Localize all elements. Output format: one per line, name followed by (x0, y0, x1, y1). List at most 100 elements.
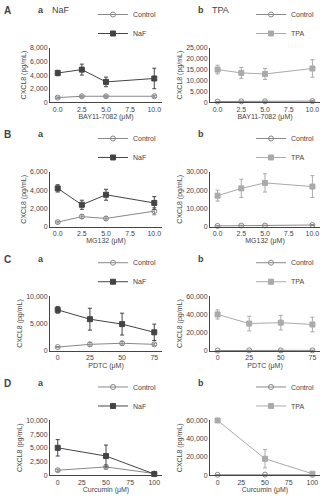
svg-text:10,000: 10,000 (186, 77, 208, 84)
svg-text:5,000: 5,000 (190, 88, 208, 95)
svg-text:2,000: 2,000 (30, 205, 48, 212)
svg-text:0: 0 (56, 479, 60, 486)
svg-text:CXCL8 (pg/mL): CXCL8 (pg/mL) (176, 299, 184, 348)
svg-text:CXCL8 (pg/mL): CXCL8 (pg/mL) (20, 175, 28, 224)
svg-text:Control: Control (291, 11, 314, 18)
svg-text:20,000: 20,000 (186, 453, 208, 460)
svg-text:10.0: 10.0 (147, 106, 161, 113)
svg-text:NaF: NaF (133, 278, 146, 285)
svg-text:Control: Control (291, 384, 314, 391)
svg-text:Control: Control (133, 384, 156, 391)
svg-text:7.5: 7.5 (125, 106, 135, 113)
svg-text:a: a (38, 254, 44, 264)
svg-text:7,500: 7,500 (30, 431, 48, 438)
svg-text:25: 25 (237, 479, 245, 486)
svg-text:30,000: 30,000 (186, 168, 208, 175)
svg-text:CXCL8 (pg/mL): CXCL8 (pg/mL) (20, 51, 28, 100)
svg-text:40,000: 40,000 (186, 435, 208, 442)
svg-text:5.0: 5.0 (260, 230, 270, 237)
svg-text:TPA: TPA (291, 154, 304, 161)
svg-text:10,000: 10,000 (186, 205, 208, 212)
svg-text:2.5: 2.5 (236, 106, 246, 113)
svg-text:BAY11-7082 (μM): BAY11-7082 (μM) (237, 113, 292, 121)
svg-text:A: A (4, 5, 11, 16)
svg-text:25,000: 25,000 (186, 44, 208, 51)
svg-text:0.0: 0.0 (213, 230, 223, 237)
svg-text:C: C (4, 254, 11, 265)
svg-text:10.0: 10.0 (306, 106, 320, 113)
svg-text:75: 75 (126, 479, 134, 486)
svg-text:CXCL8 (pg/mL): CXCL8 (pg/mL) (16, 423, 24, 472)
svg-text:PDTC (μM): PDTC (μM) (247, 362, 283, 370)
svg-text:50: 50 (118, 354, 126, 361)
svg-text:25: 25 (78, 479, 86, 486)
svg-text:5.0: 5.0 (101, 106, 111, 113)
svg-text:6,000: 6,000 (30, 58, 48, 65)
svg-text:0: 0 (204, 472, 208, 479)
svg-text:10.0: 10.0 (147, 230, 161, 237)
svg-text:15,000: 15,000 (186, 66, 208, 73)
svg-text:2.5: 2.5 (236, 230, 246, 237)
svg-text:50: 50 (261, 479, 269, 486)
svg-text:0.0: 0.0 (53, 230, 63, 237)
svg-text:2,000: 2,000 (30, 85, 48, 92)
svg-text:NaF: NaF (133, 30, 146, 37)
svg-text:CXCL8 (pg/mL): CXCL8 (pg/mL) (176, 423, 184, 472)
svg-text:0: 0 (216, 479, 220, 486)
svg-text:a: a (38, 5, 44, 15)
svg-text:Control: Control (133, 135, 156, 142)
svg-text:b: b (198, 254, 204, 264)
svg-text:D: D (4, 378, 11, 389)
svg-text:8,000: 8,000 (30, 44, 48, 51)
svg-text:0: 0 (44, 99, 48, 106)
svg-text:NaF: NaF (133, 154, 146, 161)
svg-text:60,000: 60,000 (186, 417, 208, 424)
svg-text:TPA: TPA (291, 30, 304, 37)
svg-text:0: 0 (44, 347, 48, 354)
svg-text:CXCL8 (pg/mL): CXCL8 (pg/mL) (176, 51, 184, 100)
svg-text:BAY11-7082 (μM): BAY11-7082 (μM) (78, 113, 133, 121)
svg-text:MG132 (μM): MG132 (μM) (245, 237, 284, 245)
svg-text:0: 0 (44, 223, 48, 230)
svg-text:NaF: NaF (52, 5, 70, 15)
svg-text:20,000: 20,000 (186, 55, 208, 62)
svg-text:75: 75 (285, 479, 293, 486)
svg-text:7.5: 7.5 (284, 230, 294, 237)
svg-text:TPA: TPA (212, 5, 229, 15)
svg-text:NaF: NaF (133, 403, 146, 410)
svg-text:b: b (198, 5, 204, 15)
svg-text:60,000: 60,000 (186, 293, 208, 300)
svg-text:TPA: TPA (291, 403, 304, 410)
svg-text:Curcumin (μM): Curcumin (μM) (83, 486, 129, 494)
svg-text:Control: Control (291, 135, 314, 142)
svg-text:Control: Control (133, 11, 156, 18)
svg-text:75: 75 (150, 354, 158, 361)
svg-text:7.5: 7.5 (125, 230, 135, 237)
svg-text:Control: Control (133, 259, 156, 266)
svg-text:5.0: 5.0 (101, 230, 111, 237)
svg-text:MG132 (μM): MG132 (μM) (86, 237, 125, 245)
svg-text:5.0: 5.0 (260, 106, 270, 113)
svg-text:Curcumin (μM): Curcumin (μM) (242, 486, 288, 494)
svg-text:2,500: 2,500 (30, 458, 48, 465)
svg-text:a: a (38, 378, 44, 388)
svg-text:0.0: 0.0 (213, 106, 223, 113)
svg-text:20,000: 20,000 (186, 187, 208, 194)
svg-text:0: 0 (44, 472, 48, 479)
svg-text:20,000: 20,000 (186, 329, 208, 336)
svg-text:10,000: 10,000 (26, 417, 48, 424)
svg-text:a: a (38, 129, 44, 139)
svg-text:Control: Control (291, 259, 314, 266)
svg-text:7.5: 7.5 (284, 106, 294, 113)
svg-text:0.0: 0.0 (53, 106, 63, 113)
svg-text:25: 25 (245, 354, 253, 361)
svg-text:100: 100 (148, 479, 160, 486)
svg-text:10.0: 10.0 (306, 230, 320, 237)
svg-text:50: 50 (277, 354, 285, 361)
svg-text:100: 100 (307, 479, 319, 486)
svg-text:75: 75 (309, 354, 317, 361)
svg-text:0: 0 (204, 99, 208, 106)
svg-text:b: b (198, 129, 204, 139)
svg-text:40,000: 40,000 (186, 311, 208, 318)
svg-text:PDTC (μM): PDTC (μM) (88, 362, 124, 370)
